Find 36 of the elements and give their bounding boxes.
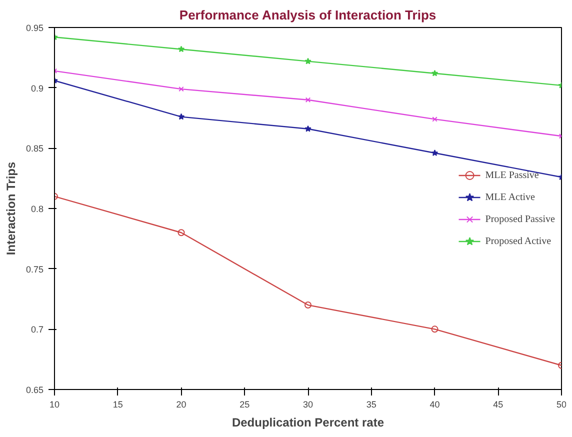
x-tick-label: 30 [302, 400, 314, 410]
x-axis-title: Deduplication Percent rate [232, 416, 384, 430]
legend-label: MLE Passive [485, 170, 539, 180]
legend-label: Proposed Active [485, 236, 552, 246]
y-tick-label: 0.7 [30, 324, 44, 335]
y-tick-label: 0.9 [30, 83, 44, 94]
point [178, 229, 185, 236]
point [178, 113, 185, 120]
point [305, 97, 311, 103]
x-tick-label: 20 [176, 400, 186, 410]
legend-label: Proposed Passive [485, 214, 555, 224]
x-tick-label: 40 [430, 400, 440, 410]
y-tick-label: 0.75 [26, 264, 44, 274]
point [304, 302, 312, 309]
point [178, 46, 185, 52]
point [431, 149, 438, 156]
point [304, 58, 312, 64]
point [178, 86, 184, 92]
y-axis-title: Interaction Trips [4, 162, 18, 256]
chart-title: Performance Analysis of Interaction Trips [179, 8, 436, 22]
y-tick-label: 0.85 [26, 144, 44, 154]
x-tick-label: 15 [112, 400, 123, 410]
line-series [54, 68, 562, 139]
x-tick-label: 45 [493, 400, 504, 410]
x-tick-label: 35 [366, 400, 376, 410]
y-tick-label: 0.65 [26, 385, 44, 395]
x-tick-label: 50 [556, 400, 567, 410]
y-tick-label: 0.95 [26, 23, 44, 33]
legend-label: MLE Active [485, 192, 535, 202]
y-tick-label: 0.8 [30, 204, 44, 214]
x-tick-label: 10 [49, 400, 60, 410]
x-tick-label: 25 [240, 400, 250, 410]
point [432, 116, 438, 122]
point [431, 70, 438, 76]
point [431, 326, 438, 333]
point [304, 125, 312, 132]
